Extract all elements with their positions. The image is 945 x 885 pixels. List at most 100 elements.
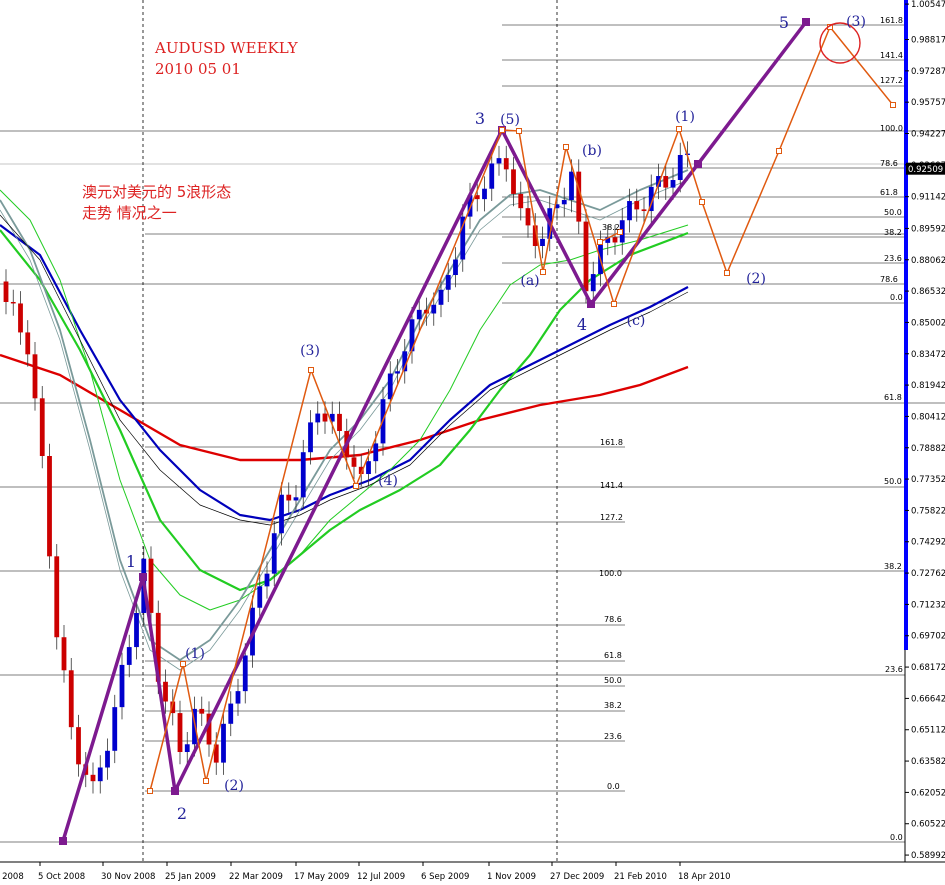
subwave-pivot [676, 126, 682, 132]
candle [641, 197, 647, 224]
subwave-pivot [147, 788, 153, 794]
candle-body [656, 176, 661, 187]
candle-body [271, 533, 277, 574]
main-wave-label: 2 [177, 804, 187, 823]
y-tick-label: 0.75822 [911, 506, 945, 516]
candle [3, 269, 9, 315]
candle-body [467, 195, 473, 217]
subwave-line [599, 231, 621, 243]
x-tick-label: 12 Jul 2009 [357, 872, 405, 882]
fib-label: 127.2 [880, 76, 903, 85]
fib-label: 100.0 [599, 569, 622, 578]
candle-body [496, 158, 502, 164]
wave-pivot [802, 18, 810, 26]
fib-label: 61.8 [884, 393, 902, 402]
subwave-pivot [776, 148, 782, 154]
wave-pivot [694, 160, 702, 168]
candle [569, 159, 574, 213]
candle [76, 714, 81, 777]
candle-body [395, 371, 400, 374]
candle [525, 195, 531, 238]
candle-body [76, 727, 81, 765]
candle [10, 289, 16, 316]
subwave-label: (1) [185, 646, 205, 662]
candle-body [482, 188, 487, 200]
candle [184, 731, 190, 765]
y-tick-label: 0.72762 [911, 569, 945, 579]
candle-body [177, 713, 183, 753]
guide-lines [0, 0, 945, 862]
x-tick-label: 17 May 2009 [294, 872, 349, 882]
candle-body [366, 461, 371, 475]
fib-label: 0.0 [890, 293, 903, 302]
candle [489, 151, 495, 202]
candle-body [32, 354, 38, 399]
fib-label: 23.6 [604, 732, 622, 741]
moving-averages [0, 169, 689, 671]
x-tick-label: 18 Apr 2010 [678, 872, 731, 882]
y-tick-label: 0.78882 [911, 444, 945, 454]
candle-body [228, 703, 234, 724]
x-tick-label: g 2008 [0, 872, 24, 882]
candle-body [105, 750, 110, 768]
candle [482, 176, 487, 212]
subwave-label: (3) [300, 343, 320, 359]
candle-body [532, 225, 538, 247]
candle [18, 291, 23, 345]
candle-body [97, 767, 103, 782]
candle [590, 261, 596, 304]
candle-body [286, 494, 292, 501]
candle-body [634, 201, 640, 210]
candle [61, 624, 67, 683]
candle-body [460, 216, 466, 260]
wave-pivot [139, 573, 147, 581]
candle [68, 657, 74, 740]
candle [228, 691, 234, 737]
candle-body [474, 195, 480, 200]
candle-body [605, 237, 611, 243]
fib-label: 127.2 [600, 513, 623, 522]
candle [445, 262, 451, 303]
candle-body [170, 701, 176, 714]
candle-body [308, 422, 313, 453]
candle [634, 188, 640, 222]
candle-body [10, 301, 16, 304]
candle-body [402, 351, 408, 372]
y-tick-label: 0.89592 [911, 224, 945, 234]
ma-blue [0, 224, 689, 522]
candle [279, 482, 284, 546]
candle [337, 401, 342, 444]
candle [627, 188, 632, 233]
fib-label: 38.2 [884, 228, 902, 237]
candle [453, 247, 458, 288]
candle-body [322, 413, 328, 422]
candle-body [18, 303, 23, 333]
candle-body [163, 681, 168, 702]
fib-label: 161.8 [600, 438, 623, 447]
subwave-pivot [611, 301, 617, 307]
ma-black-thin [0, 214, 689, 526]
current-price-label: 0.92509 [908, 165, 943, 175]
candle-body [3, 281, 9, 302]
candle-body [627, 201, 632, 221]
candle [90, 762, 96, 794]
candle-body [329, 413, 335, 422]
candle [293, 485, 299, 513]
candle-body [373, 443, 379, 462]
candle-body [569, 171, 574, 200]
candle [460, 204, 466, 272]
main-wave-line [61, 20, 808, 842]
candle-body [612, 237, 618, 243]
candle-body [61, 637, 67, 671]
subwave-label: (2) [224, 778, 244, 794]
wave-pivot [171, 787, 179, 795]
candle [474, 182, 480, 212]
candle-body [39, 398, 45, 457]
candle [561, 187, 567, 217]
candle-body [242, 655, 248, 692]
candle [677, 142, 683, 193]
candle [576, 159, 582, 234]
y-tick-label: 0.80412 [911, 412, 945, 422]
